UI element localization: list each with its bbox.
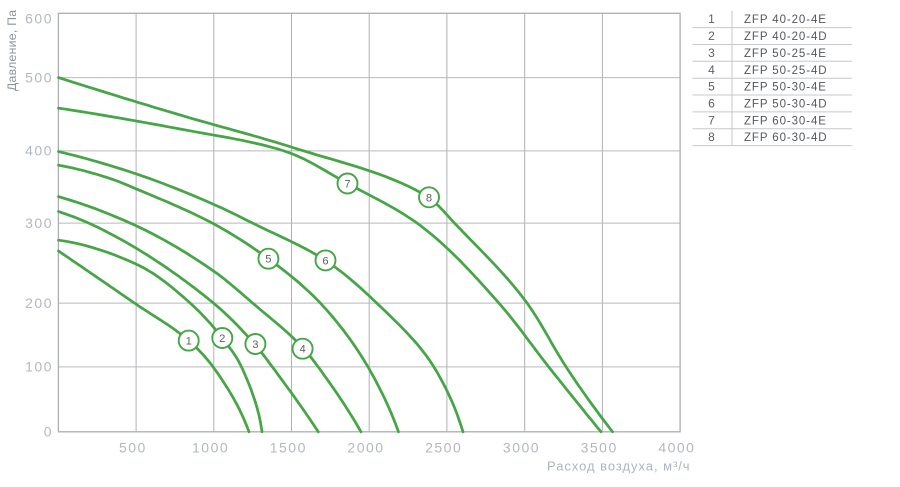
svg-text:ZFP 60-30-4D: ZFP 60-30-4D: [744, 132, 827, 144]
svg-text:2: 2: [219, 333, 225, 345]
svg-text:100: 100: [25, 359, 53, 375]
svg-text:Давление, Па: Давление, Па: [5, 10, 19, 91]
svg-text:1: 1: [708, 12, 715, 26]
svg-text:5: 5: [265, 254, 271, 266]
svg-text:8: 8: [708, 130, 715, 144]
svg-text:ZFP 40-20-4D: ZFP 40-20-4D: [744, 31, 827, 43]
svg-text:3: 3: [252, 339, 258, 351]
svg-text:200: 200: [25, 295, 53, 311]
svg-text:1500: 1500: [270, 440, 307, 456]
svg-text:600: 600: [25, 10, 53, 26]
svg-text:ZFP 50-30-4E: ZFP 50-30-4E: [744, 82, 827, 94]
svg-text:ZFP 40-20-4E: ZFP 40-20-4E: [744, 14, 827, 26]
svg-text:Расход воздуха, м³/ч: Расход воздуха, м³/ч: [547, 459, 691, 474]
svg-text:7: 7: [344, 179, 350, 191]
svg-text:3: 3: [708, 46, 715, 60]
svg-text:6: 6: [322, 255, 328, 267]
svg-text:7: 7: [708, 113, 715, 127]
svg-text:400: 400: [25, 143, 53, 159]
svg-text:5: 5: [708, 80, 715, 94]
svg-text:2500: 2500: [425, 440, 462, 456]
svg-text:ZFP 50-25-4D: ZFP 50-25-4D: [744, 65, 827, 77]
svg-text:0: 0: [44, 424, 53, 440]
svg-text:500: 500: [119, 440, 147, 456]
svg-text:500: 500: [25, 69, 53, 85]
svg-text:300: 300: [25, 215, 53, 231]
svg-text:4000: 4000: [658, 440, 695, 456]
svg-text:1000: 1000: [192, 440, 229, 456]
svg-text:4: 4: [299, 344, 305, 356]
svg-text:1: 1: [186, 336, 192, 348]
svg-text:ZFP 50-30-4D: ZFP 50-30-4D: [744, 99, 827, 111]
svg-text:8: 8: [426, 192, 432, 204]
svg-text:2: 2: [708, 29, 715, 43]
svg-text:4: 4: [708, 63, 715, 77]
svg-text:3000: 3000: [503, 440, 540, 456]
svg-text:ZFP 60-30-4E: ZFP 60-30-4E: [744, 115, 827, 127]
svg-text:3500: 3500: [581, 440, 618, 456]
svg-text:6: 6: [708, 97, 715, 111]
svg-text:2000: 2000: [347, 440, 384, 456]
svg-text:ZFP 50-25-4E: ZFP 50-25-4E: [744, 48, 827, 60]
